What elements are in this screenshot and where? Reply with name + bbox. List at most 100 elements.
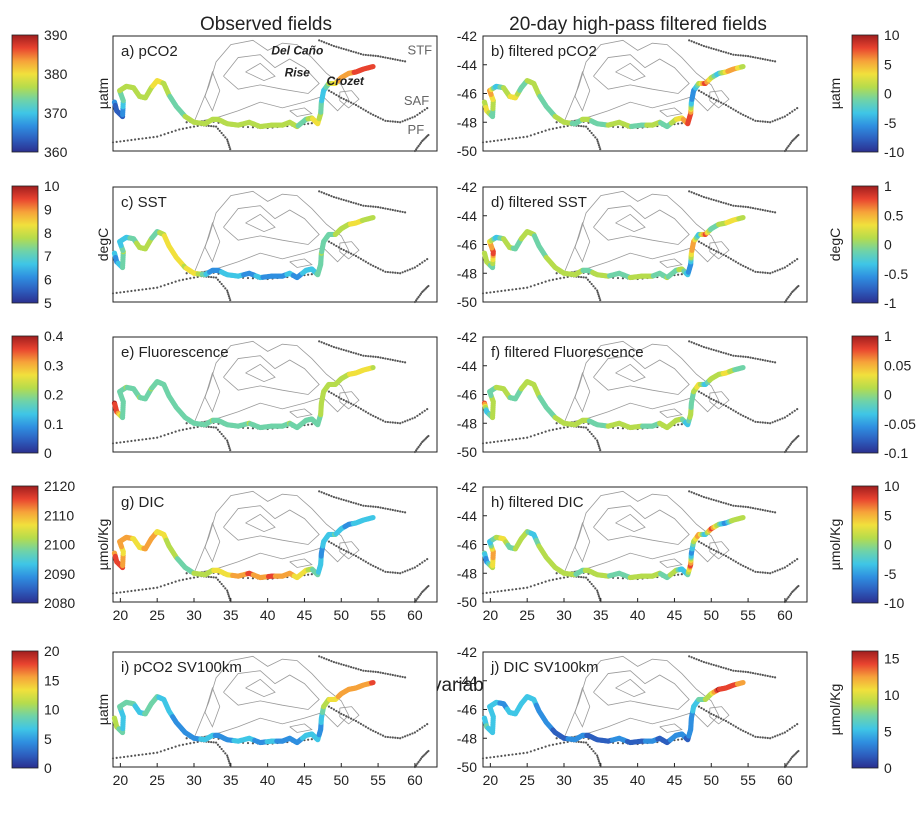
front-dot bbox=[719, 717, 723, 720]
front-dot bbox=[227, 595, 231, 598]
front-dot bbox=[692, 492, 696, 495]
front-dot bbox=[364, 669, 367, 673]
front-dot bbox=[133, 289, 137, 292]
front-dot bbox=[318, 655, 321, 658]
front-dot bbox=[226, 291, 229, 294]
front-dot bbox=[597, 760, 601, 763]
front-dot bbox=[345, 664, 348, 667]
colorbar-tick-label: -5 bbox=[884, 566, 897, 582]
front-dot bbox=[705, 544, 708, 548]
front-dot bbox=[754, 570, 757, 573]
front-dot bbox=[214, 276, 218, 279]
front-dot bbox=[381, 419, 385, 422]
panel-label: h) filtered DIC bbox=[491, 494, 584, 511]
front-dot bbox=[399, 422, 402, 425]
front-dot bbox=[677, 573, 680, 576]
front-dot bbox=[141, 438, 144, 441]
front-dot bbox=[418, 263, 421, 266]
front-dot bbox=[389, 120, 392, 123]
front-dot bbox=[722, 553, 725, 556]
front-dot bbox=[381, 55, 385, 59]
front-dot bbox=[776, 734, 779, 737]
front-dot bbox=[386, 270, 390, 274]
front-dot bbox=[616, 426, 620, 430]
front-dot bbox=[210, 124, 213, 128]
front-dot bbox=[481, 141, 485, 144]
front-dot bbox=[379, 568, 382, 571]
front-dot bbox=[381, 269, 385, 272]
front-dot bbox=[717, 200, 720, 203]
colorbar-tick-label: 10 bbox=[884, 478, 900, 494]
front-dot bbox=[362, 724, 365, 727]
front-dot bbox=[347, 49, 350, 52]
front-dot bbox=[342, 713, 345, 717]
front-dot bbox=[764, 571, 767, 574]
front-dot bbox=[408, 733, 412, 736]
front-dot bbox=[724, 719, 728, 723]
front-dot bbox=[584, 276, 588, 279]
front-dot bbox=[367, 562, 370, 565]
front-dot bbox=[372, 564, 375, 567]
front-dot bbox=[170, 431, 174, 434]
front-dot bbox=[391, 120, 394, 123]
front-dot bbox=[764, 58, 767, 61]
front-dot bbox=[697, 240, 701, 243]
front-dot bbox=[793, 559, 796, 562]
front-dot bbox=[401, 210, 404, 214]
front-dot bbox=[152, 752, 155, 755]
front-dot bbox=[419, 141, 423, 144]
colorbar-tick-label: 2120 bbox=[44, 478, 75, 494]
front-dot bbox=[754, 207, 757, 210]
front-dot bbox=[423, 259, 426, 262]
front-dot bbox=[372, 355, 375, 358]
front-dot bbox=[192, 276, 196, 279]
front-dot bbox=[218, 129, 221, 132]
front-dot bbox=[783, 300, 787, 304]
front-dot bbox=[335, 244, 338, 248]
front-dot bbox=[327, 705, 331, 708]
front-dot bbox=[342, 248, 345, 252]
front-dot bbox=[697, 43, 701, 46]
front-dot bbox=[352, 501, 355, 504]
front-dot bbox=[592, 134, 595, 137]
front-dot bbox=[787, 445, 790, 449]
colorbar-tick-label: 20 bbox=[44, 643, 60, 659]
y-tick-label: -44 bbox=[457, 358, 477, 374]
front-dot bbox=[705, 709, 708, 713]
front-dot bbox=[352, 553, 355, 556]
front-dot bbox=[781, 267, 784, 270]
front-dot bbox=[122, 755, 126, 759]
front-dot bbox=[742, 670, 745, 673]
front-dot bbox=[345, 550, 348, 553]
front-dot bbox=[688, 490, 691, 493]
front-dot bbox=[522, 437, 525, 440]
front-dot bbox=[222, 134, 225, 137]
front-dot bbox=[537, 282, 540, 286]
front-dot bbox=[389, 421, 392, 424]
front-dot bbox=[759, 736, 762, 739]
x-tick-label: 25 bbox=[149, 607, 165, 623]
x-tick-label: 20 bbox=[483, 607, 499, 623]
y-tick-label: -50 bbox=[457, 594, 477, 610]
front-dot bbox=[359, 557, 363, 560]
front-dot bbox=[769, 121, 772, 124]
front-dot bbox=[734, 53, 737, 57]
front-dot bbox=[588, 580, 591, 583]
front-dot bbox=[793, 409, 796, 412]
front-dot bbox=[707, 711, 710, 714]
panel-label: d) filtered SST bbox=[491, 194, 587, 211]
front-dot bbox=[596, 289, 599, 292]
front-dot bbox=[707, 347, 710, 350]
front-dot bbox=[327, 194, 331, 197]
front-dot bbox=[729, 407, 733, 410]
front-dot bbox=[507, 137, 510, 141]
front-dot bbox=[322, 657, 326, 660]
front-dot bbox=[369, 505, 372, 508]
front-dot bbox=[340, 47, 343, 50]
front-dot bbox=[246, 276, 250, 280]
x-tick-label: 50 bbox=[703, 607, 719, 623]
front-dot bbox=[746, 732, 750, 735]
front-dot bbox=[185, 572, 188, 575]
